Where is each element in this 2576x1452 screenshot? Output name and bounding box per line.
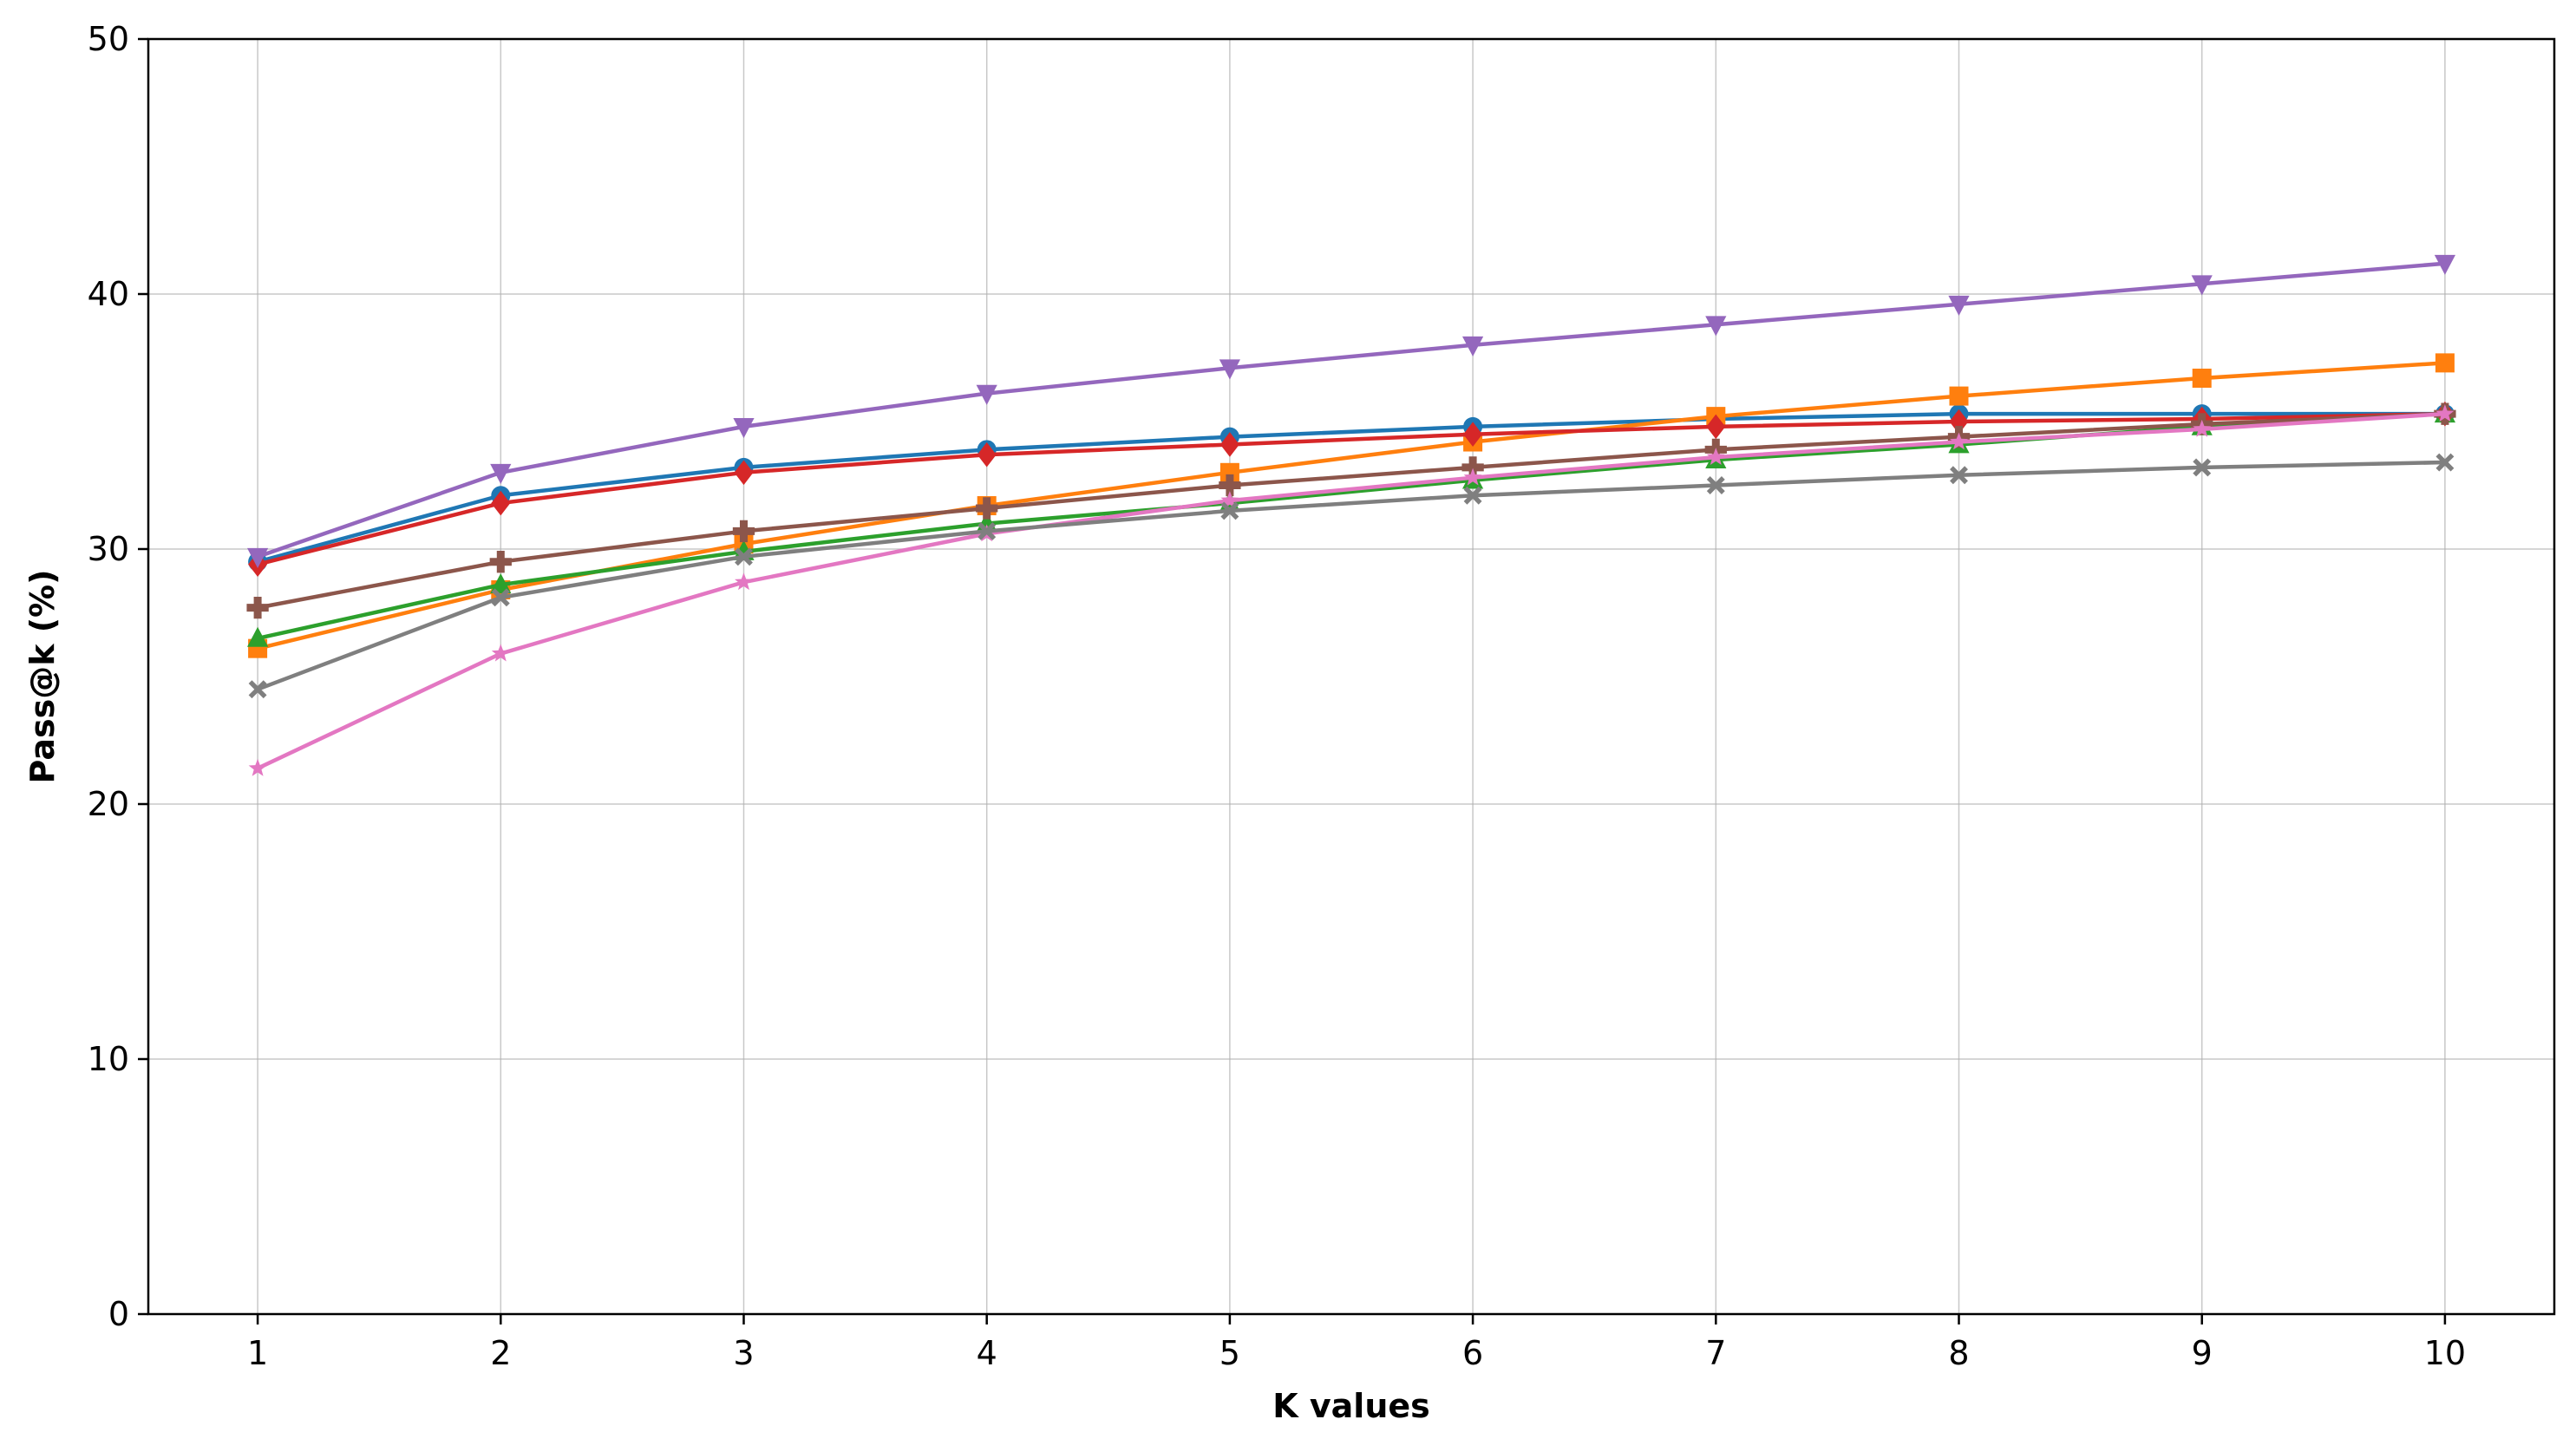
x-tick-label: 6 xyxy=(1462,1334,1483,1372)
y-tick-label: 0 xyxy=(108,1295,129,1333)
data-point-star xyxy=(2435,404,2455,422)
data-point-star xyxy=(1463,468,1482,486)
data-point-x xyxy=(977,521,997,540)
data-point-star xyxy=(1706,448,1725,466)
series-2 xyxy=(248,353,2455,658)
data-point-triangle-down xyxy=(1462,336,1484,356)
series-line xyxy=(257,460,2445,691)
data-point-diamond xyxy=(977,441,997,468)
data-point-x xyxy=(1706,476,1725,494)
data-point-square xyxy=(1949,386,1969,406)
data-point-plus xyxy=(246,596,269,619)
x-tick-label: 4 xyxy=(977,1334,997,1372)
series-line xyxy=(257,411,2446,770)
y-tick-label: 10 xyxy=(88,1040,129,1078)
series-line xyxy=(257,361,2446,651)
series-7 xyxy=(248,404,2455,776)
data-point-triangle-down xyxy=(2191,275,2213,296)
data-point-plus xyxy=(732,520,755,543)
data-point-x xyxy=(2193,458,2212,477)
data-point-x xyxy=(1220,501,1239,520)
data-point-x xyxy=(248,680,267,699)
x-tick-label: 7 xyxy=(1705,1334,1726,1372)
y-axis-title: Pass@k (%) xyxy=(23,569,62,783)
series-5 xyxy=(246,254,2456,569)
data-point-star xyxy=(248,758,267,776)
data-point-triangle-up xyxy=(490,572,512,594)
series-line xyxy=(257,411,2446,610)
data-point-triangle-down xyxy=(1219,359,1240,380)
series-layer xyxy=(246,254,2456,776)
data-point-star xyxy=(1220,491,1239,509)
data-point-triangle-down xyxy=(490,463,512,484)
plot-frame xyxy=(147,37,2556,1316)
data-point-square xyxy=(2435,353,2455,373)
data-point-plus xyxy=(489,551,512,573)
data-point-triangle-down xyxy=(1948,295,1970,316)
data-point-triangle-down xyxy=(733,417,755,439)
y-tick-label: 50 xyxy=(88,20,129,58)
data-point-diamond xyxy=(1949,409,1969,435)
x-tick-label: 2 xyxy=(490,1334,511,1372)
series-line xyxy=(257,411,2445,566)
data-point-plus xyxy=(1219,474,1241,497)
x-tick-label: 3 xyxy=(733,1334,754,1372)
data-point-x xyxy=(735,547,753,566)
data-point-diamond xyxy=(1463,422,1483,447)
data-point-x xyxy=(1950,466,1968,485)
data-point-plus xyxy=(976,497,998,520)
data-point-x xyxy=(2435,453,2455,472)
x-tick-label: 10 xyxy=(2424,1334,2466,1372)
series-4 xyxy=(248,401,2455,577)
series-line xyxy=(257,411,2445,564)
series-line xyxy=(257,261,2446,559)
y-tick-label: 20 xyxy=(88,785,129,823)
x-tick-label: 1 xyxy=(247,1334,268,1372)
data-point-triangle-down xyxy=(246,547,269,569)
data-point-triangle-down xyxy=(976,384,997,405)
x-tick-label: 5 xyxy=(1219,1334,1240,1372)
y-tick-label: 40 xyxy=(88,275,129,313)
data-point-triangle-down xyxy=(1705,316,1727,337)
series-8 xyxy=(248,453,2455,699)
ticks: 1 2 3 4 5 6 7 8 9 10 0 10 20 30 40 50 xyxy=(88,20,2466,1372)
x-axis-title: K values xyxy=(1272,1387,1430,1425)
data-point-star xyxy=(735,572,753,591)
data-point-x xyxy=(491,588,510,607)
data-point-diamond xyxy=(734,460,754,486)
data-point-square xyxy=(2192,369,2212,389)
data-point-square xyxy=(1219,462,1239,482)
data-point-diamond xyxy=(1706,414,1726,440)
data-point-x xyxy=(1463,486,1482,505)
data-point-star xyxy=(491,644,510,662)
data-point-star xyxy=(2193,419,2212,437)
data-point-plus xyxy=(1461,456,1484,479)
x-tick-label: 8 xyxy=(1948,1334,1969,1372)
data-point-diamond xyxy=(491,490,511,516)
grid xyxy=(148,38,2554,1315)
x-tick-label: 9 xyxy=(2192,1334,2213,1372)
y-tick-label: 30 xyxy=(88,530,129,568)
data-point-triangle-down xyxy=(2434,254,2456,275)
data-point-diamond xyxy=(1219,432,1239,457)
data-point-triangle-up xyxy=(246,626,269,647)
series-line xyxy=(257,411,2446,641)
data-point-star xyxy=(1950,432,1968,450)
